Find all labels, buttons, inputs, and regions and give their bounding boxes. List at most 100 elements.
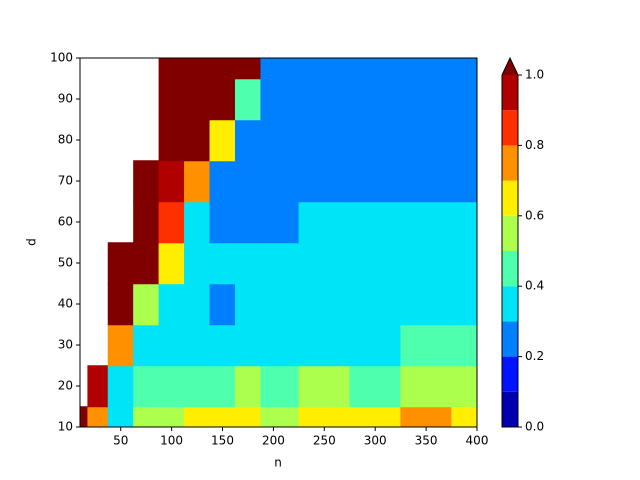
contour-cell — [209, 78, 236, 121]
colorbar-tick-label: 0.8 — [525, 138, 544, 152]
contour-cell — [133, 201, 160, 244]
colorbar-band — [502, 356, 518, 392]
colorbar-band — [502, 251, 518, 287]
contour-cell — [234, 58, 262, 80]
contour-cell — [133, 283, 160, 326]
contour-cell — [349, 242, 402, 285]
contour-cell — [133, 365, 160, 408]
contour-cell — [234, 406, 262, 427]
contour-cell — [451, 58, 477, 80]
x-tick-label: 50 — [113, 434, 128, 448]
contour-cell — [260, 406, 300, 427]
contour-cell — [260, 242, 300, 285]
contour-cell — [400, 119, 453, 162]
contour-cell — [260, 201, 300, 244]
colorbar-band — [502, 215, 518, 251]
contour-cell — [209, 283, 236, 326]
contour-cell — [209, 119, 236, 162]
colorbar-band — [502, 286, 518, 322]
contour-cell — [349, 406, 402, 427]
colorbar-tick-label: 0.4 — [525, 279, 544, 293]
contour-cell — [158, 201, 186, 244]
contour-cell — [298, 160, 351, 203]
contour-cell — [209, 365, 236, 408]
y-tick-label: 40 — [58, 297, 73, 311]
contour-cell — [451, 406, 477, 427]
y-tick-label: 60 — [58, 215, 73, 229]
contour-cell — [400, 324, 453, 367]
plot-frame — [79, 57, 478, 428]
contour-cell — [451, 365, 477, 408]
contour-cell — [349, 58, 402, 80]
contour-cell — [260, 283, 300, 326]
contour-cell — [349, 119, 402, 162]
contour-cell — [400, 160, 453, 203]
contour-cell — [234, 78, 262, 121]
x-tick-label: 400 — [466, 434, 489, 448]
contour-cell — [298, 406, 351, 427]
contour-cell — [158, 160, 186, 203]
contour-cell — [400, 283, 453, 326]
contour-cell — [184, 365, 211, 408]
contour-area — [80, 58, 477, 427]
contour-cell — [234, 324, 262, 367]
y-tick-label: 50 — [58, 256, 73, 270]
contour-cell — [87, 365, 109, 408]
colorbar-frame — [501, 56, 519, 428]
contour-cell — [107, 242, 135, 285]
x-tick-label: 100 — [160, 434, 183, 448]
y-tick-label: 70 — [58, 174, 73, 188]
contour-cell — [234, 160, 262, 203]
contour-cell — [158, 119, 186, 162]
contour-cell — [400, 365, 453, 408]
contour-cell — [451, 283, 477, 326]
contour-cell — [133, 324, 160, 367]
contour-cell — [133, 406, 160, 427]
colorbar-band — [502, 75, 518, 111]
y-tick-label: 90 — [58, 92, 73, 106]
contour-cell — [234, 119, 262, 162]
contour-cell — [80, 406, 89, 427]
contour-cell — [298, 78, 351, 121]
contour-cell — [298, 58, 351, 80]
contour-cell — [298, 283, 351, 326]
contour-cell — [158, 58, 186, 80]
contour-cell — [451, 201, 477, 244]
contour-cell — [260, 78, 300, 121]
contour-cell — [298, 365, 351, 408]
contour-cell — [400, 406, 453, 427]
contour-cell — [107, 324, 135, 367]
contour-cell — [158, 283, 186, 326]
x-tick-label: 350 — [415, 434, 438, 448]
contour-cell — [260, 119, 300, 162]
x-tick-label: 150 — [211, 434, 234, 448]
contour-cell — [234, 283, 262, 326]
contour-cell — [133, 242, 160, 285]
contour-cell — [298, 119, 351, 162]
colorbar-tick-label: 0.0 — [525, 420, 544, 434]
contour-cell — [133, 160, 160, 203]
y-tick-label: 20 — [58, 379, 73, 393]
contour-cell — [451, 160, 477, 203]
contour-cell — [451, 242, 477, 285]
colorbar-band — [502, 391, 518, 427]
colorbar-band — [502, 110, 518, 146]
contour-cell — [234, 201, 262, 244]
x-tick-label: 250 — [313, 434, 336, 448]
contour-cell — [400, 201, 453, 244]
contour-cell — [349, 365, 402, 408]
contour-cell — [158, 242, 186, 285]
contour-cell — [400, 242, 453, 285]
contour-cell — [260, 160, 300, 203]
contour-cell — [400, 58, 453, 80]
contour-cell — [234, 365, 262, 408]
colorbar-band — [502, 180, 518, 216]
y-tick-label: 100 — [50, 51, 73, 65]
contour-cell — [298, 242, 351, 285]
contour-cell — [209, 58, 236, 80]
contour-cell — [260, 324, 300, 367]
contour-cell — [184, 119, 211, 162]
y-tick-label: 30 — [58, 338, 73, 352]
y-tick-label: 10 — [58, 420, 73, 434]
